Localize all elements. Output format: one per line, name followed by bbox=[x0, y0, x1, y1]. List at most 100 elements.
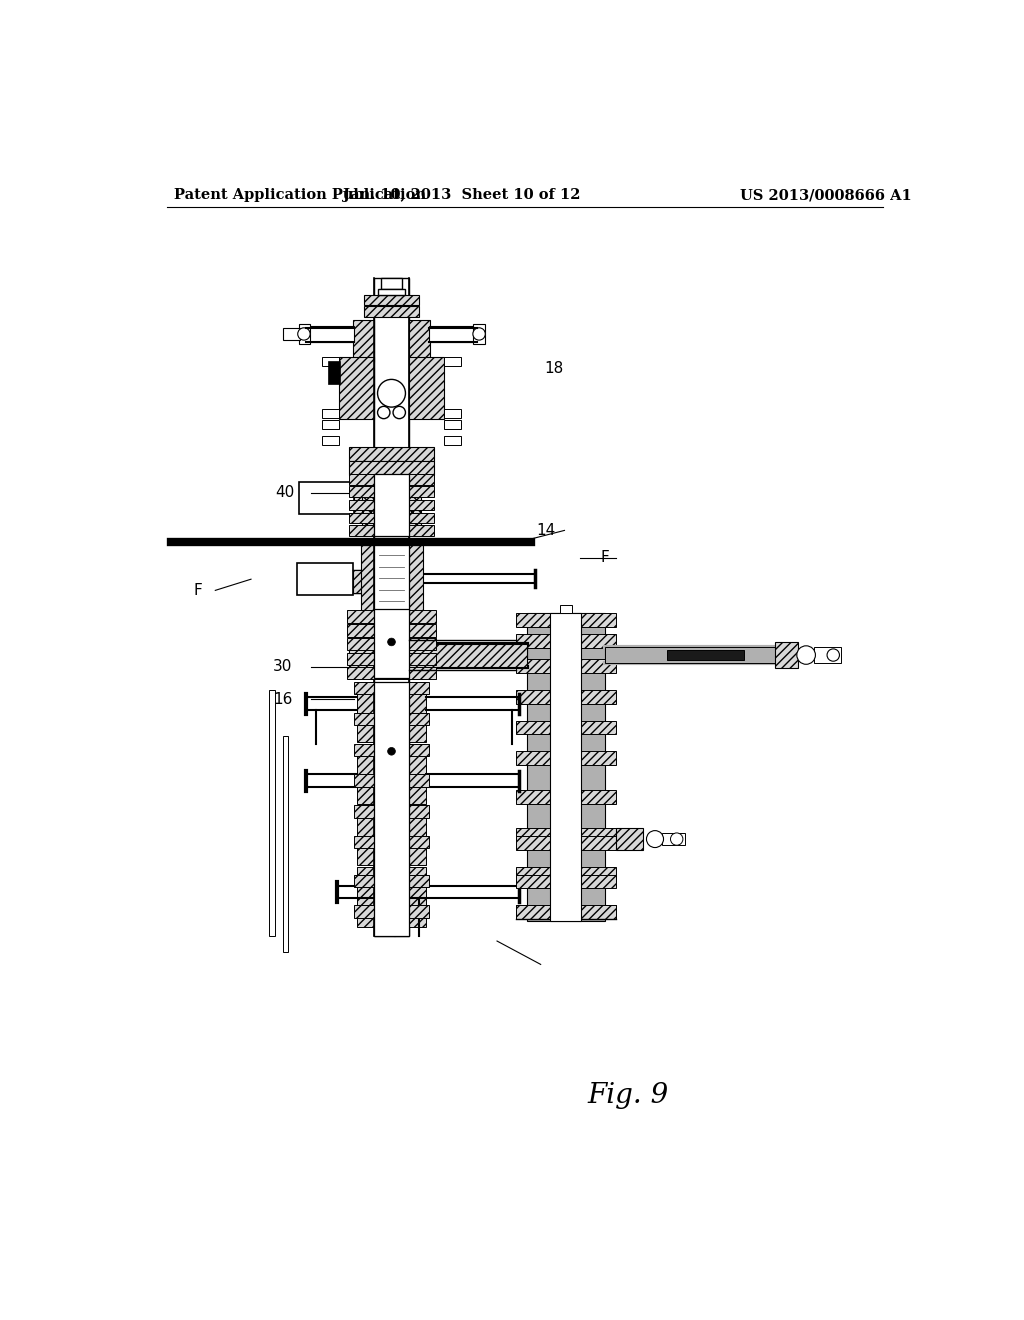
Bar bbox=[299, 482, 354, 515]
Bar bbox=[375, 544, 409, 612]
Bar bbox=[346, 638, 436, 651]
Bar bbox=[381, 277, 402, 289]
Bar bbox=[354, 490, 375, 512]
Bar bbox=[346, 624, 436, 636]
Bar bbox=[349, 512, 434, 524]
Circle shape bbox=[393, 407, 406, 418]
Circle shape bbox=[388, 747, 395, 755]
Bar bbox=[444, 420, 461, 429]
Text: 18: 18 bbox=[545, 362, 564, 376]
Bar bbox=[349, 447, 434, 461]
Bar bbox=[515, 721, 616, 734]
Bar bbox=[349, 525, 434, 536]
Bar bbox=[775, 642, 799, 668]
Bar bbox=[354, 906, 429, 917]
Bar bbox=[360, 544, 423, 612]
Bar bbox=[365, 306, 419, 317]
Bar bbox=[375, 277, 409, 936]
Circle shape bbox=[797, 645, 815, 664]
Bar bbox=[349, 474, 434, 484]
Bar bbox=[354, 743, 429, 756]
Bar bbox=[356, 805, 375, 866]
Bar bbox=[346, 667, 436, 678]
Bar bbox=[354, 805, 429, 817]
Bar bbox=[409, 358, 444, 418]
Bar bbox=[515, 867, 616, 880]
Bar bbox=[409, 743, 426, 804]
Bar bbox=[352, 570, 375, 594]
Bar bbox=[409, 321, 430, 363]
Bar bbox=[515, 829, 616, 842]
Bar bbox=[322, 358, 339, 367]
Text: F: F bbox=[194, 583, 203, 598]
Text: Patent Application Publication: Patent Application Publication bbox=[174, 189, 427, 202]
Bar bbox=[515, 659, 616, 673]
Bar bbox=[349, 461, 434, 475]
Bar bbox=[378, 289, 406, 294]
Bar bbox=[444, 436, 461, 445]
Bar bbox=[515, 689, 616, 704]
Bar bbox=[444, 409, 461, 418]
Bar bbox=[814, 647, 841, 663]
Circle shape bbox=[378, 379, 406, 407]
Bar bbox=[299, 323, 310, 345]
Bar bbox=[515, 836, 616, 850]
Circle shape bbox=[827, 649, 840, 661]
Bar bbox=[515, 635, 616, 648]
Bar bbox=[328, 360, 340, 384]
Bar bbox=[429, 326, 477, 342]
Bar bbox=[515, 906, 616, 919]
Bar bbox=[375, 474, 409, 536]
Bar bbox=[616, 829, 643, 850]
Bar bbox=[375, 682, 409, 936]
Circle shape bbox=[298, 327, 310, 341]
Bar bbox=[356, 682, 375, 742]
Circle shape bbox=[378, 407, 390, 418]
Text: 40: 40 bbox=[274, 486, 294, 500]
Bar bbox=[375, 609, 409, 678]
Bar bbox=[362, 478, 421, 532]
Bar bbox=[356, 743, 375, 804]
Circle shape bbox=[388, 638, 395, 645]
Bar bbox=[356, 867, 375, 927]
Bar bbox=[667, 649, 744, 660]
Bar bbox=[444, 358, 461, 367]
Bar bbox=[339, 358, 375, 418]
Bar bbox=[297, 562, 352, 595]
Bar bbox=[409, 612, 434, 671]
Bar bbox=[409, 805, 426, 866]
Bar bbox=[322, 409, 339, 418]
Bar bbox=[515, 789, 616, 804]
Bar bbox=[349, 487, 434, 498]
Bar bbox=[354, 682, 429, 694]
Circle shape bbox=[473, 327, 485, 341]
Bar bbox=[283, 327, 300, 341]
Text: Jan. 10, 2013  Sheet 10 of 12: Jan. 10, 2013 Sheet 10 of 12 bbox=[343, 189, 580, 202]
Bar bbox=[354, 875, 429, 887]
Bar bbox=[527, 612, 604, 921]
Bar bbox=[515, 751, 616, 766]
Bar bbox=[604, 647, 775, 663]
Bar bbox=[560, 605, 572, 612]
Bar bbox=[349, 612, 375, 671]
Bar bbox=[515, 906, 616, 919]
Bar bbox=[269, 689, 275, 936]
Bar bbox=[322, 436, 339, 445]
Text: 30: 30 bbox=[273, 659, 293, 675]
Bar bbox=[473, 323, 484, 345]
Bar bbox=[352, 321, 375, 363]
Circle shape bbox=[671, 833, 683, 845]
Circle shape bbox=[646, 830, 664, 847]
Bar bbox=[354, 836, 429, 849]
Bar bbox=[409, 644, 527, 667]
Bar bbox=[349, 499, 434, 511]
Bar bbox=[346, 653, 436, 665]
Bar bbox=[550, 612, 582, 921]
Bar bbox=[306, 326, 354, 342]
Bar bbox=[354, 775, 429, 787]
Bar bbox=[409, 682, 426, 742]
Text: F: F bbox=[600, 550, 609, 565]
Bar bbox=[354, 713, 429, 725]
Text: Fig. 9: Fig. 9 bbox=[588, 1082, 669, 1109]
Bar bbox=[322, 420, 339, 429]
